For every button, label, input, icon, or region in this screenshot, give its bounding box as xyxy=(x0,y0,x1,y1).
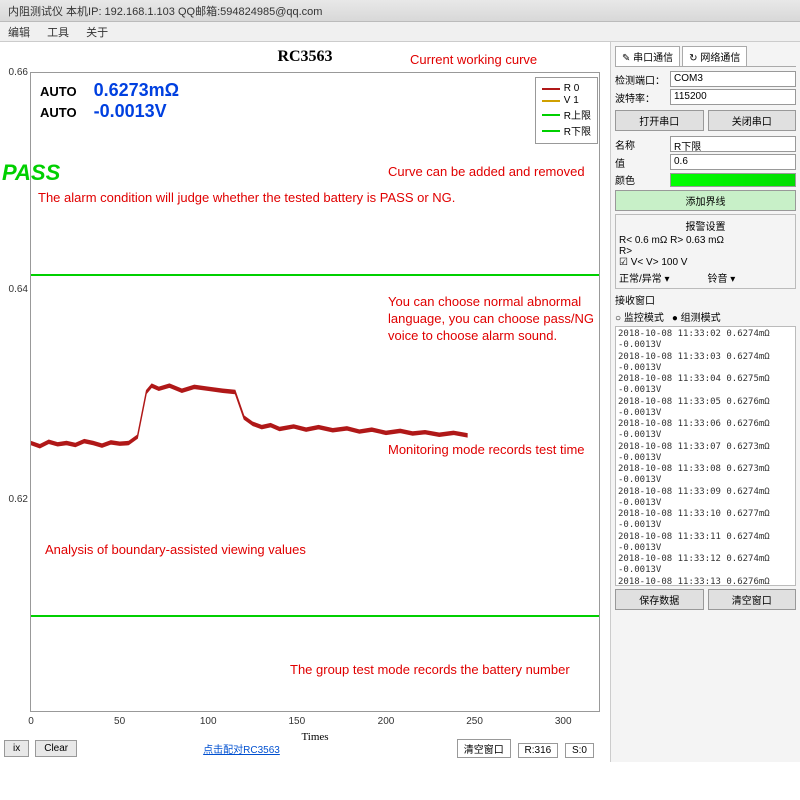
menubar: 编辑 工具 关于 xyxy=(0,22,800,42)
annotation: Analysis of boundary-assisted viewing va… xyxy=(45,542,306,559)
annotation: Curve can be added and removed xyxy=(388,164,585,181)
ytick: 0.64 xyxy=(3,284,28,295)
alarm-group: 报警设置 R< 0.6 mΩ R> 0.63 mΩ R> ☑ V< V> 100… xyxy=(615,214,796,289)
xtick: 250 xyxy=(466,716,483,727)
menu-about[interactable]: 关于 xyxy=(86,27,108,39)
log-list[interactable]: 2018-10-08 11:33:02 0.6274mΩ -0.0013V201… xyxy=(615,326,796,586)
legend-swatch xyxy=(542,114,560,116)
port-select[interactable]: COM3 xyxy=(670,71,796,87)
annotation: Monitoring mode records test time xyxy=(388,442,585,459)
close-port-button[interactable]: 关闭串口 xyxy=(708,110,797,131)
alarm-r2: R> xyxy=(619,246,792,257)
side-panel: ✎ 串口通信 ↻ 网络通信 检测端口：COM3 波特率：115200 打开串口 … xyxy=(610,42,800,762)
name-label: 名称 xyxy=(615,137,670,152)
clear-window-button[interactable]: 清空窗口 xyxy=(708,589,797,610)
color-picker[interactable] xyxy=(670,173,796,187)
resistance-value: 0.6273mΩ xyxy=(94,80,180,100)
xtick: 50 xyxy=(114,716,125,727)
s-count: S:0 xyxy=(565,743,594,758)
pair-link[interactable]: 点击配对RC3563 xyxy=(203,741,280,756)
auto-label: AUTO xyxy=(40,84,90,99)
xtick: 0 xyxy=(28,716,34,727)
clear-button[interactable]: Clear xyxy=(35,740,77,757)
legend-label: R下限 xyxy=(564,123,591,138)
xtick: 200 xyxy=(378,716,395,727)
xtick: 150 xyxy=(288,716,305,727)
menu-tools[interactable]: 工具 xyxy=(47,27,69,39)
legend-label: R上限 xyxy=(564,107,591,122)
voltage-value: -0.0013V xyxy=(94,101,167,121)
annotation: Current working curve xyxy=(410,52,537,69)
fix-button[interactable]: ix xyxy=(4,740,29,757)
legend-swatch xyxy=(542,100,560,102)
xtick: 300 xyxy=(555,716,572,727)
tab-serial[interactable]: ✎ 串口通信 xyxy=(615,46,680,66)
value-label: 值 xyxy=(615,155,670,170)
auto-label: AUTO xyxy=(40,105,90,120)
annotation: The group test mode records the battery … xyxy=(290,662,570,679)
legend-label: V 1 xyxy=(564,95,579,106)
legend-swatch xyxy=(542,88,560,90)
alarm-v-range: ☑ V< V> 100 V xyxy=(619,257,792,268)
clear-window-button[interactable]: 清空窗口 xyxy=(457,739,511,758)
legend: R 0 V 1 R上限 R下限 xyxy=(535,77,598,144)
live-reading: AUTO 0.6273mΩ AUTO -0.0013V xyxy=(40,80,179,122)
add-line-button[interactable]: 添加界线 xyxy=(615,190,796,211)
port-label: 检测端口： xyxy=(615,72,670,87)
color-label: 颜色 xyxy=(615,172,670,187)
mode-group[interactable]: ● 组测模式 xyxy=(672,309,721,324)
alarm-title: 报警设置 xyxy=(619,218,792,233)
baud-label: 波特率： xyxy=(615,90,670,105)
ytick: 0.62 xyxy=(3,494,28,505)
annotation: The alarm condition will judge whether t… xyxy=(38,190,455,207)
window-titlebar: 内阻测试仪 本机IP: 192.168.1.103 QQ邮箱:594824985… xyxy=(0,0,800,22)
legend-label: R 0 xyxy=(564,83,580,94)
open-port-button[interactable]: 打开串口 xyxy=(615,110,704,131)
menu-edit[interactable]: 编辑 xyxy=(8,27,30,39)
value-input[interactable]: 0.6 xyxy=(670,154,796,170)
status-counts: 清空窗口 R:316 S:0 xyxy=(453,739,594,758)
baud-select[interactable]: 115200 xyxy=(670,89,796,105)
chart-area: RC3563 0.66 0.64 0.62 0 50 100 150 200 2… xyxy=(0,42,610,762)
bottom-toolbar: ix Clear 点击配对RC3563 清空窗口 R:316 S:0 xyxy=(4,739,600,758)
name-input[interactable]: R下限 xyxy=(670,136,796,152)
alarm-r-range: R< 0.6 mΩ R> 0.63 mΩ xyxy=(619,235,792,246)
save-data-button[interactable]: 保存数据 xyxy=(615,589,704,610)
legend-swatch xyxy=(542,130,560,132)
tab-network[interactable]: ↻ 网络通信 xyxy=(682,46,747,66)
mode-monitor[interactable]: ○ 监控模式 xyxy=(615,309,664,324)
ytick: 0.66 xyxy=(3,67,28,78)
r-count: R:316 xyxy=(518,743,559,758)
annotation: You can choose normal abnormal language,… xyxy=(388,294,598,345)
xtick: 100 xyxy=(200,716,217,727)
alarm-sound-select[interactable]: 铃音 ▾ xyxy=(708,270,793,285)
pass-indicator: PASS xyxy=(2,160,60,186)
alarm-lang-select[interactable]: 正常/异常 ▾ xyxy=(619,270,704,285)
recv-title: 接收窗口 xyxy=(615,292,796,307)
